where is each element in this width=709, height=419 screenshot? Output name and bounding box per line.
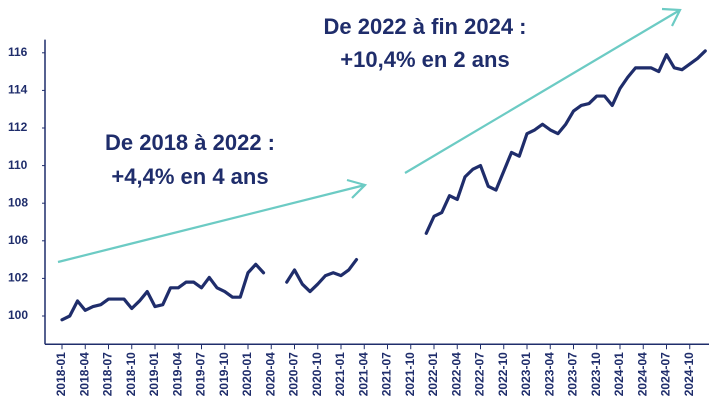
data-line — [60, 49, 707, 322]
arrow-head — [346, 178, 368, 199]
x-tick-label: 2019-07 — [194, 352, 208, 396]
y-tick-label: 116 — [8, 45, 28, 59]
annotation: +10,4% en 2 ans — [340, 47, 509, 72]
y-tick-label: 110 — [8, 158, 28, 172]
x-tick-label: 2022-07 — [473, 352, 487, 396]
x-tick-label: 2023-10 — [589, 352, 603, 396]
x-tick-label: 2024-07 — [659, 352, 673, 396]
arrow-head — [661, 7, 682, 27]
x-tick-label: 2021-07 — [380, 352, 394, 396]
x-tick-label: 2022-01 — [426, 352, 440, 396]
x-tick-label: 2018-04 — [77, 352, 91, 396]
y-tick-label: 106 — [8, 233, 28, 247]
arrows — [57, 7, 682, 264]
y-tick-label: 102 — [8, 271, 28, 285]
annotation: De 2022 à fin 2024 : — [323, 14, 526, 39]
x-tick-label: 2021-01 — [333, 352, 347, 396]
x-tick-label: 2023-07 — [566, 352, 580, 396]
annotation: De 2018 à 2022 : — [105, 130, 275, 155]
arrow-line — [404, 9, 681, 174]
x-tick-label: 2024-10 — [682, 352, 696, 396]
x-tick-label: 2018-10 — [124, 352, 138, 396]
x-tick-label: 2019-10 — [217, 352, 231, 396]
x-tick-label: 2018-01 — [54, 352, 68, 396]
annotation: +4,4% en 4 ans — [111, 164, 268, 189]
x-tick-label: 2021-10 — [403, 352, 417, 396]
y-tick-label: 114 — [8, 83, 28, 97]
y-tick-label: 112 — [8, 120, 28, 134]
x-tick-label: 2019-01 — [147, 352, 161, 396]
arrow-line — [57, 183, 366, 264]
x-tick-label: 2022-10 — [496, 352, 510, 396]
x-tick-label: 2019-04 — [170, 352, 184, 396]
x-tick-label: 2020-01 — [240, 352, 254, 396]
y-tick-label: 100 — [8, 308, 28, 322]
x-tick-label: 2024-04 — [635, 352, 649, 396]
x-tick-label: 2018-07 — [101, 352, 115, 396]
x-tick-label: 2022-04 — [449, 352, 463, 396]
x-tick-label: 2023-01 — [519, 352, 533, 396]
y-tick-label: 108 — [8, 195, 28, 209]
x-tick-label: 2024-01 — [612, 352, 626, 396]
x-tick-label: 2020-07 — [287, 352, 301, 396]
x-tick-label: 2020-10 — [310, 352, 324, 396]
x-tick-label: 2021-04 — [356, 352, 370, 396]
x-tick-label: 2023-04 — [542, 352, 556, 396]
x-tick-label: 2020-04 — [263, 352, 277, 396]
